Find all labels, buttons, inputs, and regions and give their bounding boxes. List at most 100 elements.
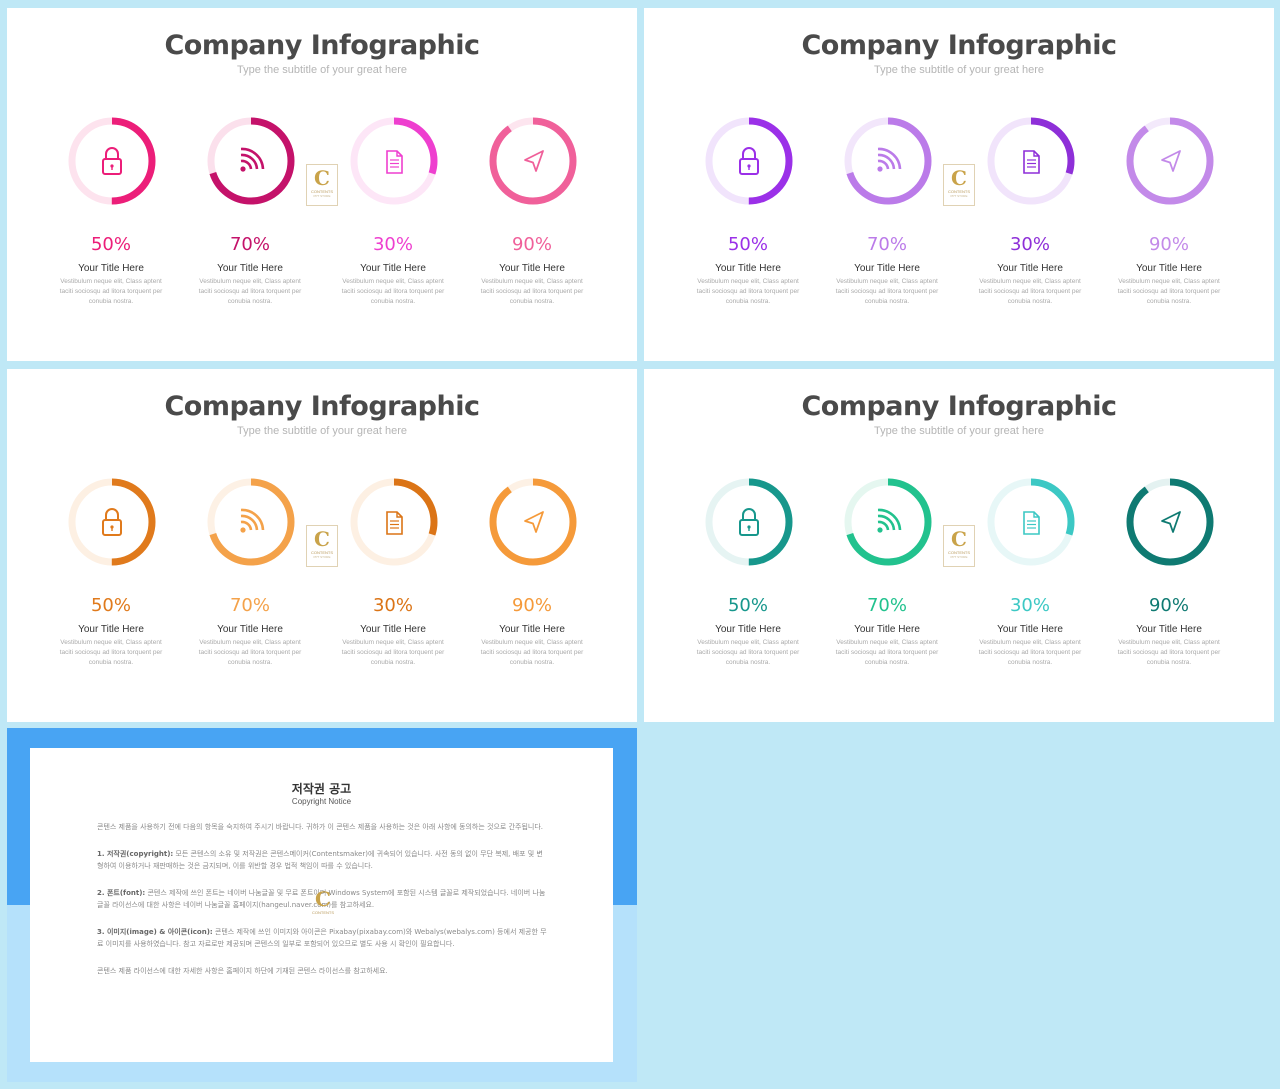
document-icon bbox=[386, 150, 403, 174]
ring-progress bbox=[350, 117, 438, 205]
slide-4: Company Infographic Type the subtitle of… bbox=[644, 369, 1274, 722]
copyright-section-1: 1. 저작권(copyright): 모든 콘텐스의 소유 및 저작권은 콘텐스… bbox=[97, 849, 543, 871]
item-description: Vestibulum neque elit, Class aptent taci… bbox=[59, 639, 163, 666]
infographic-item: 70% Your Title Here Vestibulum neque elit,… bbox=[190, 477, 310, 677]
item-description: Vestibulum neque elit, Class aptent taci… bbox=[480, 639, 584, 666]
watermark-logo: C CONTENTS PPT STORE bbox=[943, 164, 975, 206]
percent-label: 90% bbox=[1148, 234, 1189, 255]
ring-progress bbox=[844, 478, 932, 566]
slide-subtitle: Type the subtitle of your great here bbox=[237, 425, 407, 437]
ring-progress bbox=[68, 117, 156, 205]
ring-progress bbox=[705, 478, 793, 566]
infographic-item: 50% Your Title Here Vestibulum neque elit,… bbox=[51, 116, 171, 316]
copyright-section-3: 3. 이미지(image) & 아이콘(icon): 콘텐스 제작에 쓰인 이미… bbox=[97, 927, 547, 949]
item-title: Your Title Here bbox=[854, 624, 920, 635]
lock-icon bbox=[739, 147, 759, 175]
rss-icon bbox=[240, 508, 265, 533]
progress-ring bbox=[844, 117, 932, 205]
progress-ring bbox=[489, 117, 577, 205]
percent-label: 30% bbox=[372, 595, 413, 616]
infographic-item: 90% Your Title Here Vestibulum neque elit,… bbox=[472, 116, 592, 316]
item-description: Vestibulum neque elit, Class aptent taci… bbox=[341, 639, 445, 666]
percent-label: 70% bbox=[229, 234, 270, 255]
progress-ring bbox=[207, 117, 295, 205]
percent-label: 90% bbox=[1148, 595, 1189, 616]
ring-progress bbox=[987, 478, 1075, 566]
navigation-arrow-icon bbox=[524, 511, 544, 533]
navigation-arrow-icon bbox=[1161, 511, 1181, 533]
watermark-logo: C CONTENTS PPT STORE bbox=[943, 525, 975, 567]
infographic-item: 30% Your Title Here Vestibulum neque elit,… bbox=[333, 116, 453, 316]
percent-label: 50% bbox=[90, 595, 131, 616]
percent-label: 90% bbox=[511, 234, 552, 255]
item-title: Your Title Here bbox=[1136, 263, 1202, 274]
item-title: Your Title Here bbox=[715, 263, 781, 274]
copyright-intro: 콘텐스 제품을 사용하기 전에 다음의 항목을 숙지하여 주시기 바랍니다. 귀… bbox=[97, 823, 544, 831]
item-title: Your Title Here bbox=[217, 263, 283, 274]
ring-progress bbox=[844, 117, 932, 205]
percent-label: 70% bbox=[229, 595, 270, 616]
ring-progress bbox=[1126, 478, 1214, 566]
item-title: Your Title Here bbox=[78, 624, 144, 635]
item-title: Your Title Here bbox=[499, 624, 565, 635]
percent-label: 50% bbox=[727, 595, 768, 616]
item-description: Vestibulum neque elit, Class aptent taci… bbox=[198, 278, 302, 305]
item-title: Your Title Here bbox=[217, 624, 283, 635]
navigation-arrow-icon bbox=[524, 150, 544, 172]
percent-label: 30% bbox=[1009, 234, 1050, 255]
infographic-item: 30% Your Title Here Vestibulum neque elit,… bbox=[333, 477, 453, 677]
item-title: Your Title Here bbox=[997, 263, 1063, 274]
copyright-subtitle: Copyright Notice bbox=[291, 797, 352, 806]
ring-progress bbox=[207, 478, 295, 566]
item-title: Your Title Here bbox=[1136, 624, 1202, 635]
percent-label: 30% bbox=[1009, 595, 1050, 616]
copyright-body: 콘텐스 제품을 사용하기 전에 다음의 항목을 숙지하여 주시기 바랍니다. 귀… bbox=[97, 821, 549, 991]
slide-title: Company Infographic bbox=[164, 391, 480, 422]
progress-ring bbox=[68, 117, 156, 205]
document-icon bbox=[386, 511, 403, 535]
document-icon bbox=[1023, 511, 1040, 535]
infographic-item: 90% Your Title Here Vestibulum neque elit,… bbox=[1109, 477, 1229, 677]
navigation-arrow-icon bbox=[1161, 150, 1181, 172]
document-icon bbox=[1023, 150, 1040, 174]
item-description: Vestibulum neque elit, Class aptent taci… bbox=[696, 278, 800, 305]
percent-label: 90% bbox=[511, 595, 552, 616]
copyright-section-2: 2. 폰트(font): 콘텐스 제작에 쓰인 폰트는 네이버 나눔글꼴 및 무… bbox=[97, 888, 546, 910]
progress-ring bbox=[207, 478, 295, 566]
item-title: Your Title Here bbox=[499, 263, 565, 274]
progress-ring bbox=[987, 478, 1075, 566]
item-description: Vestibulum neque elit, Class aptent taci… bbox=[341, 278, 445, 305]
rss-icon bbox=[877, 147, 902, 172]
ring-progress bbox=[350, 478, 438, 566]
infographic-item: 50% Your Title Here Vestibulum neque elit,… bbox=[688, 477, 808, 677]
progress-ring bbox=[987, 117, 1075, 205]
item-title: Your Title Here bbox=[854, 263, 920, 274]
copyright-outro: 콘텐스 제품 라이선스에 대한 자세한 사항은 홈페이지 하단에 기재된 콘텐스… bbox=[97, 966, 388, 975]
progress-ring bbox=[705, 117, 793, 205]
item-title: Your Title Here bbox=[360, 263, 426, 274]
item-description: Vestibulum neque elit, Class aptent taci… bbox=[835, 639, 939, 666]
slide-title: Company Infographic bbox=[164, 30, 480, 61]
percent-label: 70% bbox=[866, 595, 907, 616]
infographic-item: 90% Your Title Here Vestibulum neque elit,… bbox=[472, 477, 592, 677]
progress-ring bbox=[705, 478, 793, 566]
item-description: Vestibulum neque elit, Class aptent taci… bbox=[480, 278, 584, 305]
infographic-item: 70% Your Title Here Vestibulum neque elit,… bbox=[827, 116, 947, 316]
infographic-item: 30% Your Title Here Vestibulum neque elit,… bbox=[970, 477, 1090, 677]
copyright-slide: 저작권 공고 Copyright Notice 콘텐스 제품을 사용하기 전에 … bbox=[7, 728, 637, 1082]
infographic-item: 70% Your Title Here Vestibulum neque elit,… bbox=[827, 477, 947, 677]
ring-progress bbox=[68, 478, 156, 566]
percent-label: 70% bbox=[866, 234, 907, 255]
item-description: Vestibulum neque elit, Class aptent taci… bbox=[835, 278, 939, 305]
percent-label: 30% bbox=[372, 234, 413, 255]
item-title: Your Title Here bbox=[360, 624, 426, 635]
copyright-sheet: 저작권 공고 Copyright Notice 콘텐스 제품을 사용하기 전에 … bbox=[30, 748, 613, 1062]
slide-3: Company Infographic Type the subtitle of… bbox=[7, 369, 637, 722]
infographic-item: 90% Your Title Here Vestibulum neque elit,… bbox=[1109, 116, 1229, 316]
item-title: Your Title Here bbox=[997, 624, 1063, 635]
slide-2: Company Infographic Type the subtitle of… bbox=[644, 8, 1274, 361]
slide-subtitle: Type the subtitle of your great here bbox=[237, 64, 407, 76]
ring-progress bbox=[1126, 117, 1214, 205]
lock-icon bbox=[739, 508, 759, 536]
item-description: Vestibulum neque elit, Class aptent taci… bbox=[198, 639, 302, 666]
